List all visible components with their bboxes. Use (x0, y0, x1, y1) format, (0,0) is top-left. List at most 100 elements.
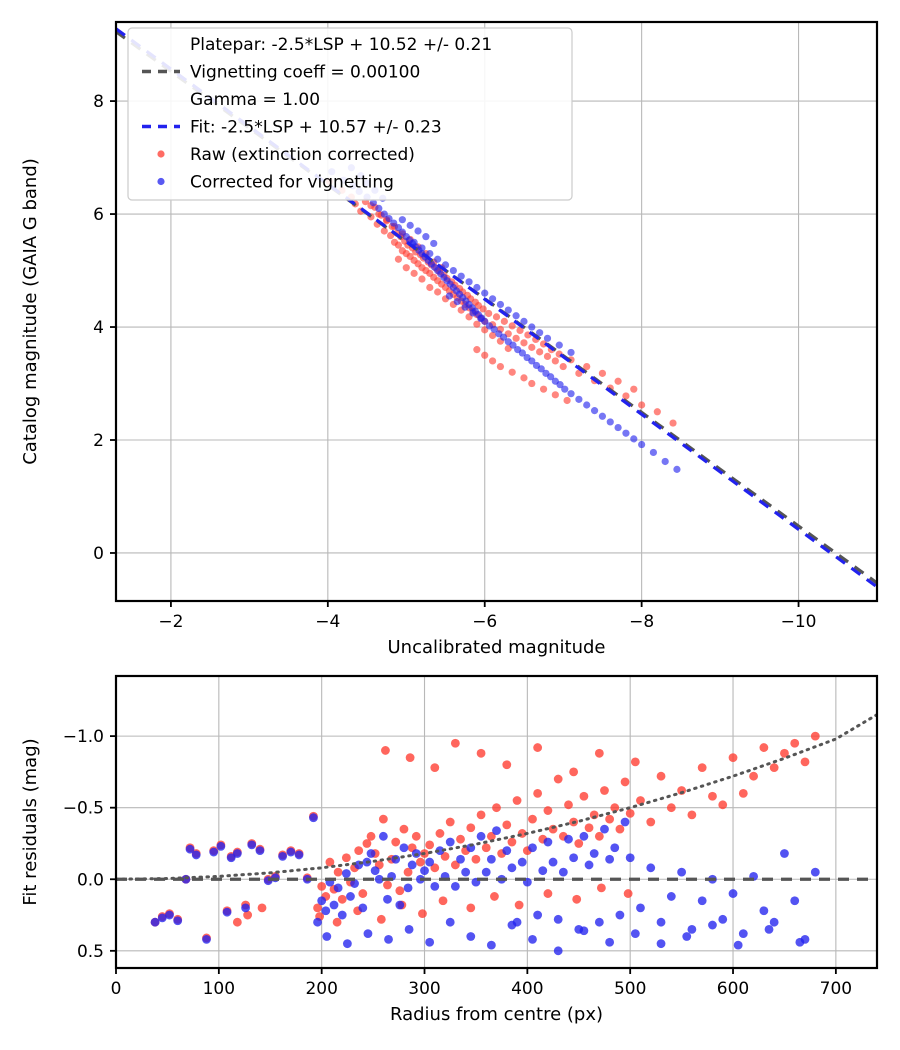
data-point (370, 866, 380, 876)
data-point (232, 849, 242, 858)
data-point (518, 349, 526, 357)
data-point (636, 903, 645, 913)
data-point (403, 867, 413, 877)
x-tick-label: −4 (315, 612, 340, 632)
data-point (533, 743, 543, 752)
data-point (232, 917, 242, 927)
data-point (514, 900, 524, 910)
data-point (476, 810, 486, 820)
data-point (414, 227, 422, 235)
x-axis-title: Uncalibrated magnitude (387, 637, 605, 658)
data-point (528, 323, 536, 331)
data-point (512, 334, 520, 342)
data-point (551, 391, 559, 399)
data-point (666, 892, 676, 901)
data-point (406, 221, 414, 229)
data-point (708, 920, 717, 930)
data-point (286, 847, 296, 857)
x-tick-label: 600 (717, 979, 749, 999)
data-point (790, 738, 800, 748)
data-point (473, 346, 481, 354)
data-point (375, 210, 383, 218)
data-point (738, 929, 748, 939)
data-point (430, 763, 440, 773)
data-point (477, 314, 485, 323)
data-point (656, 939, 666, 949)
data-point (718, 800, 728, 810)
plot-background (116, 676, 877, 968)
data-point (157, 913, 167, 923)
data-point (656, 917, 666, 927)
data-point (376, 914, 386, 924)
data-point (465, 278, 473, 286)
x-tick-label: −2 (158, 612, 183, 632)
data-point (325, 857, 335, 867)
data-point (539, 385, 548, 393)
data-point (528, 934, 537, 944)
data-point (440, 851, 450, 861)
x-tick-label: 300 (408, 979, 440, 999)
data-point (496, 362, 505, 371)
y-tick-label: 0.5 (77, 942, 104, 962)
data-point (383, 894, 392, 904)
data-point (165, 910, 174, 920)
x-tick-label: 500 (614, 979, 646, 999)
data-point (313, 903, 322, 913)
data-point (551, 357, 559, 365)
data-point (362, 839, 372, 848)
data-point (481, 867, 491, 877)
y-axis-title: Fit residuals (mag) (20, 738, 41, 905)
x-tick-label: 700 (820, 979, 852, 999)
data-point (449, 266, 457, 275)
data-point (456, 834, 465, 844)
data-point (485, 309, 493, 318)
data-point (553, 946, 563, 956)
data-point (457, 272, 465, 280)
data-point (374, 874, 384, 884)
data-point (528, 814, 537, 824)
data-point (466, 932, 476, 941)
data-point (226, 853, 236, 863)
data-layer (116, 713, 877, 956)
legend: Platepar: -2.5*LSP + 10.52 +/- 0.21 Vigne… (127, 27, 573, 201)
data-point (394, 255, 403, 263)
data-point (375, 204, 383, 213)
y-tick-label: 4 (93, 318, 104, 338)
data-point (426, 250, 434, 258)
data-point (185, 844, 195, 854)
data-point (528, 379, 536, 388)
data-point (488, 357, 497, 365)
data-point (594, 831, 604, 841)
data-point (332, 917, 342, 927)
legend-label: Vignetting coeff = 0.00100 (190, 63, 420, 83)
data-point (556, 381, 564, 389)
data-point (399, 843, 409, 853)
data-point (317, 882, 327, 891)
data-point (486, 940, 496, 950)
data-point (543, 334, 552, 342)
data-point (536, 329, 544, 337)
data-point (390, 219, 398, 227)
data-point (411, 831, 421, 841)
legend-label: Raw (extinction corrected) (190, 145, 415, 165)
y-tick-label: 0.0 (77, 870, 104, 890)
data-point (543, 837, 553, 847)
data-point (630, 929, 640, 939)
data-point (669, 419, 677, 427)
data-point (435, 829, 445, 838)
data-point (564, 834, 573, 844)
data-point (434, 255, 442, 263)
data-point (173, 916, 183, 926)
data-point (697, 763, 707, 773)
data-point (425, 857, 435, 867)
data-point (687, 924, 697, 934)
data-point (466, 903, 476, 913)
x-tick-label: 100 (203, 979, 235, 999)
data-point (528, 343, 536, 351)
data-point (547, 373, 555, 381)
x-tick-label: −6 (472, 612, 497, 632)
data-point (395, 886, 405, 896)
data-point (391, 837, 401, 847)
data-point (191, 850, 201, 860)
